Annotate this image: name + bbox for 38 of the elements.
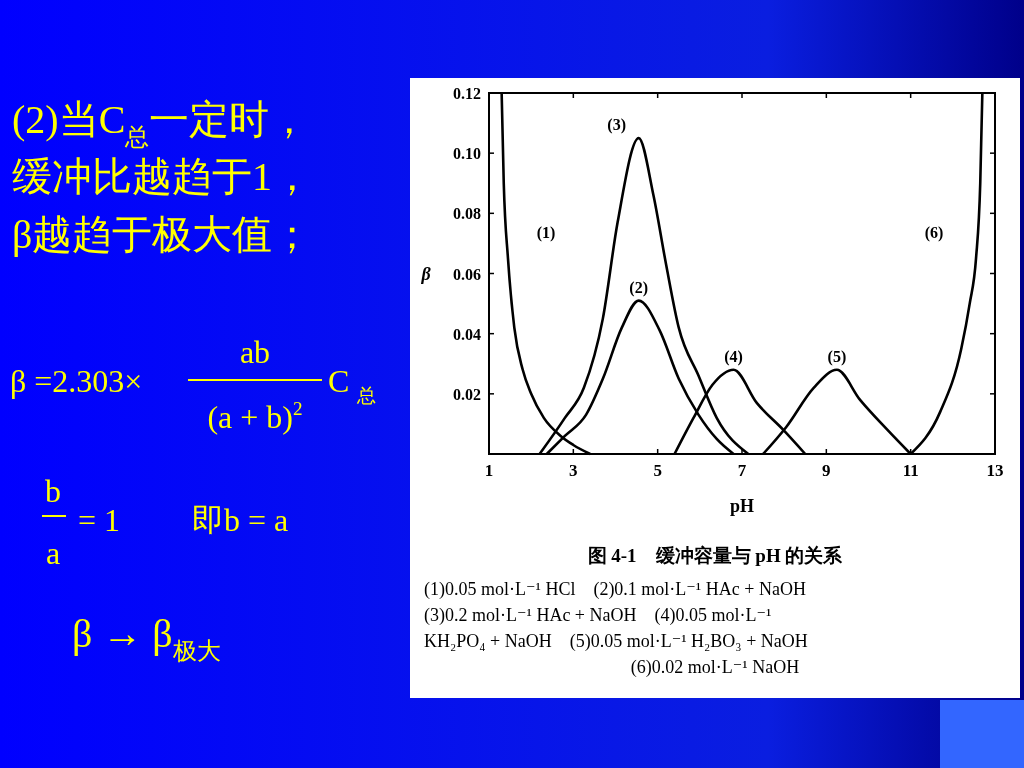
text: = 1 xyxy=(78,502,121,538)
text: (a + b)$^{2}$ xyxy=(207,398,303,435)
text: 缓冲比越趋于1， xyxy=(12,154,312,199)
text: C $_{总}$ xyxy=(328,363,377,406)
text: (1)0.05 mol·L⁻¹ HCl (2)0.1 mol·L⁻¹ HAc + NaOH xyxy=(424,579,806,600)
text: (6)0.02 mol·L⁻¹ NaOH xyxy=(630,657,800,678)
x-tick-label: 9 xyxy=(822,461,831,480)
y-tick-label: 0.02 xyxy=(453,385,481,403)
text: β =2.303× xyxy=(10,363,143,399)
y-tick-label: 0.04 xyxy=(453,325,481,343)
y-axis-title: β xyxy=(420,263,432,284)
text: β → β$_{极大}$ xyxy=(72,611,221,664)
y-tick-label: 0.10 xyxy=(453,145,481,163)
text: ab xyxy=(239,334,271,370)
text: (6) xyxy=(924,224,944,243)
series-label: (5) xyxy=(827,347,847,366)
x-tick-label: 3 xyxy=(569,461,578,480)
x-tick-label: 11 xyxy=(902,461,919,480)
x-tick-label: 13 xyxy=(986,461,1004,480)
text: 图 4-1 缓冲容量与 pH 的关系 xyxy=(587,545,844,566)
x-tick-label: 5 xyxy=(653,461,662,480)
text: (3)0.2 mol·L⁻¹ HAc + NaOH (4)0.05 mol·L⁻¹ xyxy=(424,605,772,626)
series-label: (3) xyxy=(607,116,627,135)
x-tick-label: 1 xyxy=(484,461,494,480)
text: (2)当C$_{总}$一定时， xyxy=(12,97,310,150)
text: a xyxy=(45,535,61,571)
y-tick-label: 0.12 xyxy=(453,85,481,102)
y-tick-label: 0.06 xyxy=(453,265,481,283)
x-axis-title: pH xyxy=(729,496,755,516)
x-tick-label: 7 xyxy=(737,461,747,480)
text: KH₂PO₄ + NaOH (5)0.05 mol·L⁻¹ H₂BO₃ + NaOH xyxy=(424,631,808,652)
text: β越趋于极大值； xyxy=(12,212,313,257)
y-tick-label: 0.08 xyxy=(453,205,481,223)
text: b xyxy=(45,473,61,509)
text: 即b = a xyxy=(192,502,289,538)
series-label: (1) xyxy=(536,224,556,243)
series-label: (4) xyxy=(724,347,743,366)
series-label: (2) xyxy=(629,278,649,297)
